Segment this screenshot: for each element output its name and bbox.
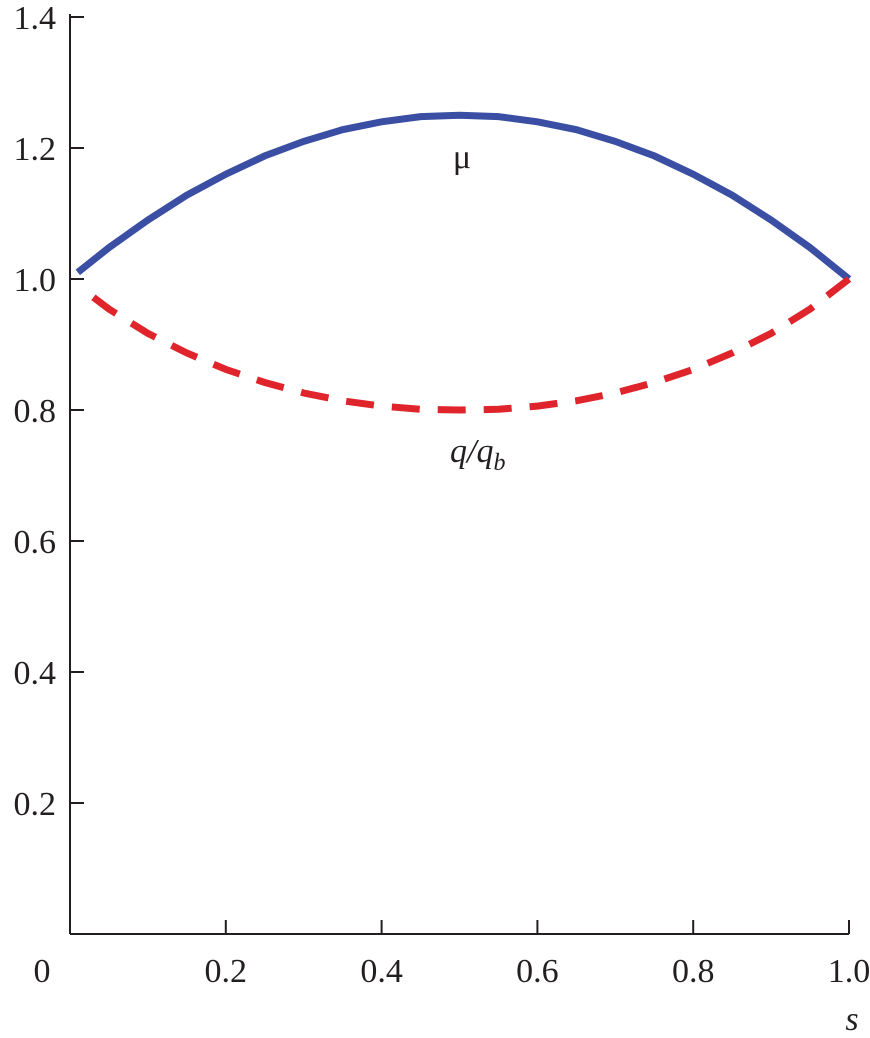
x-tick-label: 0.4 [360,953,403,990]
y-tick-label: 1.2 [14,131,57,168]
tick-labels: 0.2 0.4 0.6 0.8 1.0 1.2 1.4 0 0.2 0.4 0.6 0.8 1.0 [14,0,870,990]
x-tick-label: 0.2 [205,953,248,990]
x-tick-label: 0 [34,953,51,990]
annotation-q-qb-main: q/q [450,433,493,470]
annotation-q-qb: q/qb [450,433,505,476]
y-tick-label: 1.0 [14,262,57,299]
x-tick-label: 0.8 [672,953,715,990]
series-q-qb-line [91,276,852,414]
y-tick-label: 0.2 [14,786,57,823]
y-tick-label: 1.4 [14,0,57,37]
series-mu-line [75,111,852,282]
series-group [75,111,852,414]
annotation-q-qb-sub: b [493,450,505,476]
x-axis-label: s [845,1001,858,1038]
axes [69,14,850,935]
annotation-mu: μ [453,139,471,176]
y-tick-label: 0.6 [14,524,57,561]
y-tick-label: 0.4 [14,655,57,692]
x-tick-label: 0.6 [516,953,559,990]
x-tick-label: 1.0 [828,953,870,990]
y-tick-label: 0.8 [14,393,57,430]
